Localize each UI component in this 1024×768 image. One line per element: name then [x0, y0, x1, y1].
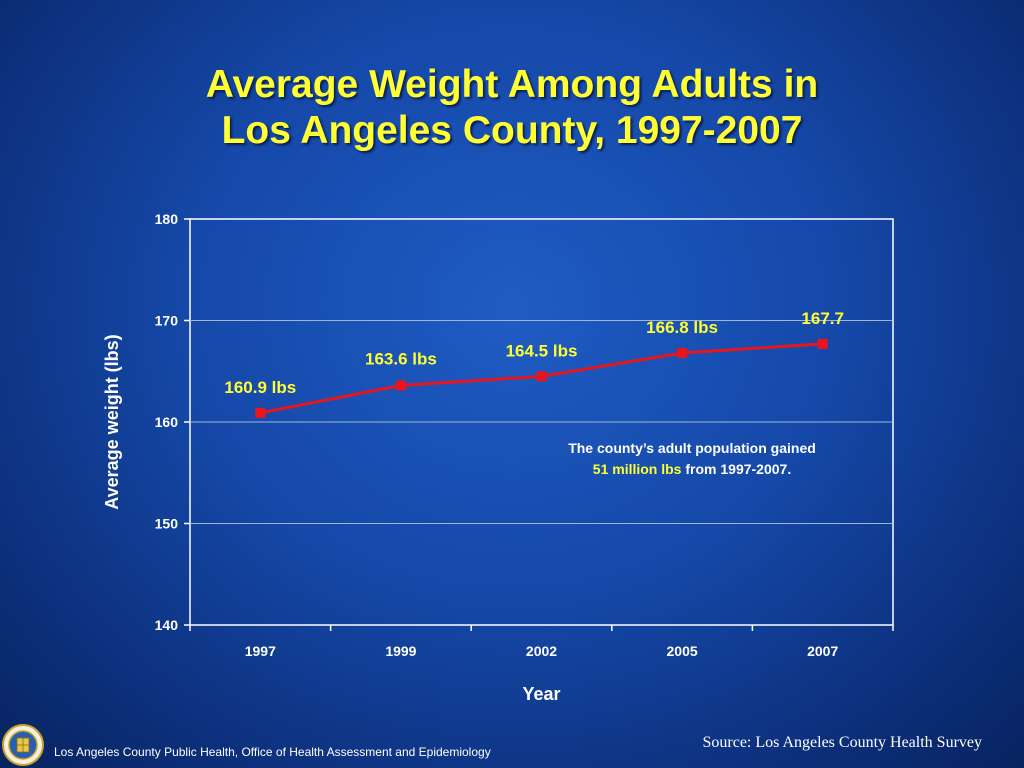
data-label: 166.8 lbs — [646, 318, 718, 337]
data-label: 163.6 lbs — [365, 349, 437, 368]
data-label: 167.7 — [801, 309, 844, 328]
x-tick-label: 1997 — [245, 643, 276, 659]
data-label: 164.5 lbs — [506, 341, 578, 360]
county-seal-icon — [2, 724, 44, 766]
x-tick-label: 1999 — [385, 643, 416, 659]
x-tick-label: 2007 — [807, 643, 838, 659]
annotation-line1: The county’s adult population gained — [568, 440, 816, 456]
chart-title-line1: Average Weight Among Adults in — [205, 63, 819, 106]
source-note: Source: Los Angeles County Health Survey — [702, 734, 982, 751]
annotation-rest: from 1997-2007. — [681, 461, 791, 477]
chart-title: Average Weight Among Adults in Los Angel… — [0, 62, 1024, 154]
footer-agency: Los Angeles County Public Health, Office… — [54, 745, 491, 759]
y-tick-label: 150 — [155, 516, 179, 532]
y-tick-label: 170 — [155, 313, 179, 329]
data-point — [817, 338, 828, 349]
chart-title-line2: Los Angeles County, 1997-2007 — [221, 109, 803, 152]
data-label: 160.9 lbs — [224, 378, 296, 397]
annotation-line2: 51 million lbs from 1997-2007. — [593, 461, 791, 477]
y-tick-label: 140 — [155, 617, 179, 633]
data-point — [395, 380, 406, 391]
data-point — [255, 407, 266, 418]
y-tick-label: 160 — [155, 414, 179, 430]
annotation-highlight: 51 million lbs — [593, 461, 682, 477]
y-tick-label: 180 — [155, 211, 179, 227]
data-point — [536, 371, 547, 382]
x-axis-title: Year — [522, 684, 560, 704]
y-axis-title: Average weight (lbs) — [102, 334, 122, 509]
x-tick-label: 2005 — [667, 643, 698, 659]
x-tick-label: 2002 — [526, 643, 557, 659]
data-point — [677, 347, 688, 358]
